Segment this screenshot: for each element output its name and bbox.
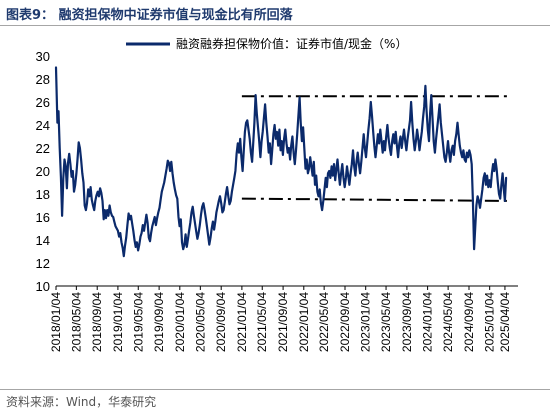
footer-rule [0, 389, 550, 390]
x-tick-label: 2021/05/04 [255, 292, 269, 352]
x-tick-label: 2025/01/04 [483, 292, 497, 352]
y-tick-label: 26 [36, 95, 50, 110]
x-tick-label: 2023/09/04 [400, 292, 414, 352]
x-tick-label: 2021/09/04 [276, 292, 290, 352]
x-tick-label: 2023/05/04 [379, 292, 393, 352]
x-tick-label: 2022/09/04 [338, 292, 352, 352]
y-tick-label: 16 [36, 210, 50, 225]
x-tick-label: 2020/05/04 [193, 292, 207, 352]
x-tick-label: 2020/09/04 [214, 292, 228, 352]
y-tick-label: 14 [36, 233, 50, 248]
x-tick-label: 2024/05/04 [441, 292, 455, 352]
x-tick-label: 2020/01/04 [173, 292, 187, 352]
x-tick-label: 2018/01/04 [49, 292, 63, 352]
series-line [54, 66, 508, 258]
x-tick-label: 2024/09/04 [462, 292, 476, 352]
y-tick-label: 30 [36, 49, 50, 64]
y-tick-label: 10 [36, 279, 50, 294]
y-tick-label: 24 [36, 118, 50, 133]
source-note: 资料来源：Wind，华泰研究 [6, 395, 157, 409]
x-tick-label: 2022/01/04 [297, 292, 311, 352]
y-tick-label: 22 [36, 141, 50, 156]
x-tick-label: 2018/09/04 [90, 292, 104, 352]
x-tick-label: 2025/04/04 [498, 292, 512, 352]
legend-label: 融资融券担保物价值：证券市值/现金（%） [176, 36, 407, 51]
y-tick-label: 28 [36, 72, 50, 87]
x-tick-label: 2023/01/04 [359, 292, 373, 352]
x-tick-label: 2021/01/04 [235, 292, 249, 352]
x-tick-label: 2022/05/04 [317, 292, 331, 352]
y-tick-label: 12 [36, 256, 50, 271]
reference-line [241, 197, 509, 202]
chart-title: 图表9： 融资担保物中证券市值与现金比有所回落 [6, 8, 293, 23]
x-tick-label: 2019/09/04 [152, 292, 166, 352]
x-tick-label: 2018/05/04 [69, 292, 83, 352]
x-tick-label: 2024/01/04 [421, 292, 435, 352]
y-tick-label: 20 [36, 164, 50, 179]
x-tick-label: 2019/01/04 [111, 292, 125, 352]
x-tick-label: 2019/05/04 [131, 292, 145, 352]
y-tick-label: 18 [36, 187, 50, 202]
title-rule [0, 25, 550, 26]
line-chart: 10 12 14 16 18 20 22 24 26 28 30 2018/01/04 2018/05… [36, 36, 518, 352]
